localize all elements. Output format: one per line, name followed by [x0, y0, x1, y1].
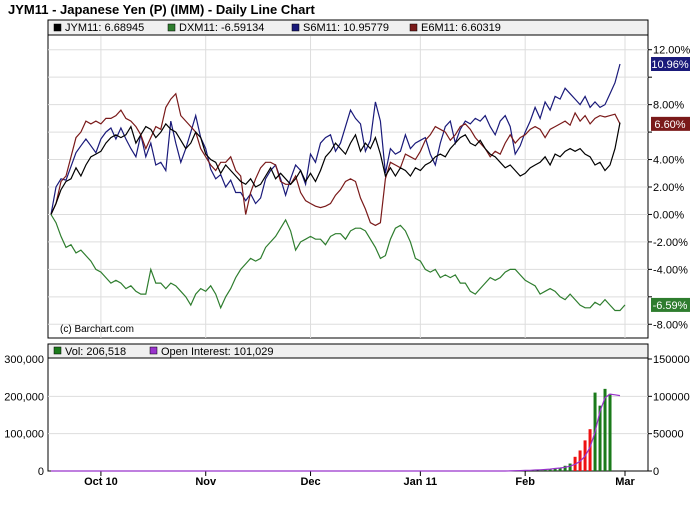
series-line-e6m11 [50, 92, 621, 227]
end-label-dxm11: -6.59% [653, 300, 688, 312]
y-tick-label: 4.00% [653, 155, 684, 167]
volume-legend-label: Vol: 206,518 [65, 346, 126, 358]
volume-legend-label: Open Interest: 101,029 [161, 346, 274, 358]
series-lines [50, 63, 626, 312]
volume-left-tick-label: 200,000 [4, 391, 44, 403]
y-tick-label: -2.00% [653, 237, 688, 249]
volume-legend-bar [47, 343, 649, 359]
series-line-jym11 [50, 122, 621, 215]
volume-axis-ticks: 300,000 200,000 100,000 0 150000 100000 50000 0 [4, 354, 689, 478]
volume-bar [608, 393, 612, 471]
volume-bar [558, 467, 562, 471]
x-tick-label: Jan 11 [404, 476, 438, 488]
grid-lines [48, 36, 648, 471]
x-tick-label: Oct 10 [84, 476, 118, 488]
x-axis-ticks [100, 471, 626, 476]
series-line-s6m11 [50, 63, 621, 215]
volume-legend: Vol: 206,518 Open Interest: 101,029 [53, 346, 274, 358]
y-tick-label: 8.00% [653, 100, 684, 112]
legend-bar [47, 19, 649, 36]
volume-panel [47, 343, 649, 472]
end-label-e6m11: 6.60% [654, 119, 685, 131]
volume-bar [553, 468, 557, 471]
legend: JYM11: 6.68945 DXM11: -6.59134 S6M11: 10.9… [53, 22, 501, 34]
end-label-box-dxm11 [651, 297, 690, 312]
volume-bar [603, 388, 607, 471]
x-tick-label: Mar [615, 476, 635, 488]
legend-label-s6m11: S6M11: 10.95779 [303, 22, 389, 34]
volume-right-tick-label: 50000 [653, 429, 684, 441]
price-panel [47, 19, 649, 339]
y-tick-label: -4.00% [653, 264, 688, 276]
volume-right-tick-label: 150000 [653, 354, 690, 366]
y-tick-label: 12.00% [653, 45, 691, 57]
volume-bar [548, 469, 552, 471]
end-label-box-e6m11 [651, 116, 690, 131]
x-tick-label: Feb [515, 476, 535, 488]
volume-left-tick-label: 0 [38, 466, 44, 478]
legend-swatch-e6m11 [409, 23, 418, 32]
open-interest-series [51, 393, 621, 472]
x-tick-label: Dec [300, 476, 320, 488]
volume-grid-lines [48, 395, 648, 435]
x-axis-labels: Oct 10 Nov Dec Jan 11 Feb Mar [84, 476, 635, 488]
volume-bar [538, 470, 542, 471]
legend-swatch-jym11 [53, 23, 62, 32]
legend-label-dxm11: DXM11: -6.59134 [179, 22, 264, 34]
open-interest-line [51, 393, 621, 472]
legend-label-e6m11: E6M11: 6.60319 [421, 22, 501, 34]
volume-legend-swatch [53, 346, 62, 355]
legend-label-jym11: JYM11: 6.68945 [65, 22, 144, 34]
y-tick-label: -8.00% [653, 319, 688, 331]
watermark: (c) Barchart.com [60, 324, 134, 335]
end-label-box-s6m11 [651, 57, 690, 72]
volume-bar [543, 469, 547, 471]
y-tick-label: 0.00% [653, 209, 684, 221]
end-label-s6m11: 10.96% [651, 59, 689, 71]
series-line-dxm11 [50, 214, 626, 312]
legend-swatch-dxm11 [167, 23, 176, 32]
volume-legend-swatch [149, 346, 158, 355]
y-axis-ticks: 12.00% 8.00% 4.00% 2.00% 0.00% -2.00% -4.00% -8… [648, 45, 691, 331]
y-tick-label: 2.00% [653, 182, 684, 194]
volume-left-tick-label: 100,000 [4, 429, 44, 441]
x-tick-label: Nov [195, 476, 217, 488]
volume-right-tick-label: 100000 [653, 391, 690, 403]
legend-swatch-s6m11 [291, 23, 300, 32]
volume-bar [563, 465, 567, 471]
volume-bar [568, 463, 572, 471]
chart-title: JYM11 - Japanese Yen (P) (IMM) - Daily L… [8, 2, 315, 17]
volume-bar [588, 429, 592, 471]
volume-bar [598, 405, 602, 471]
volume-bar [533, 470, 537, 471]
volume-left-tick-label: 300,000 [4, 354, 44, 366]
volume-right-tick-label: 0 [653, 466, 659, 478]
end-value-labels: 10.96% 6.60% -6.59% [651, 57, 690, 312]
